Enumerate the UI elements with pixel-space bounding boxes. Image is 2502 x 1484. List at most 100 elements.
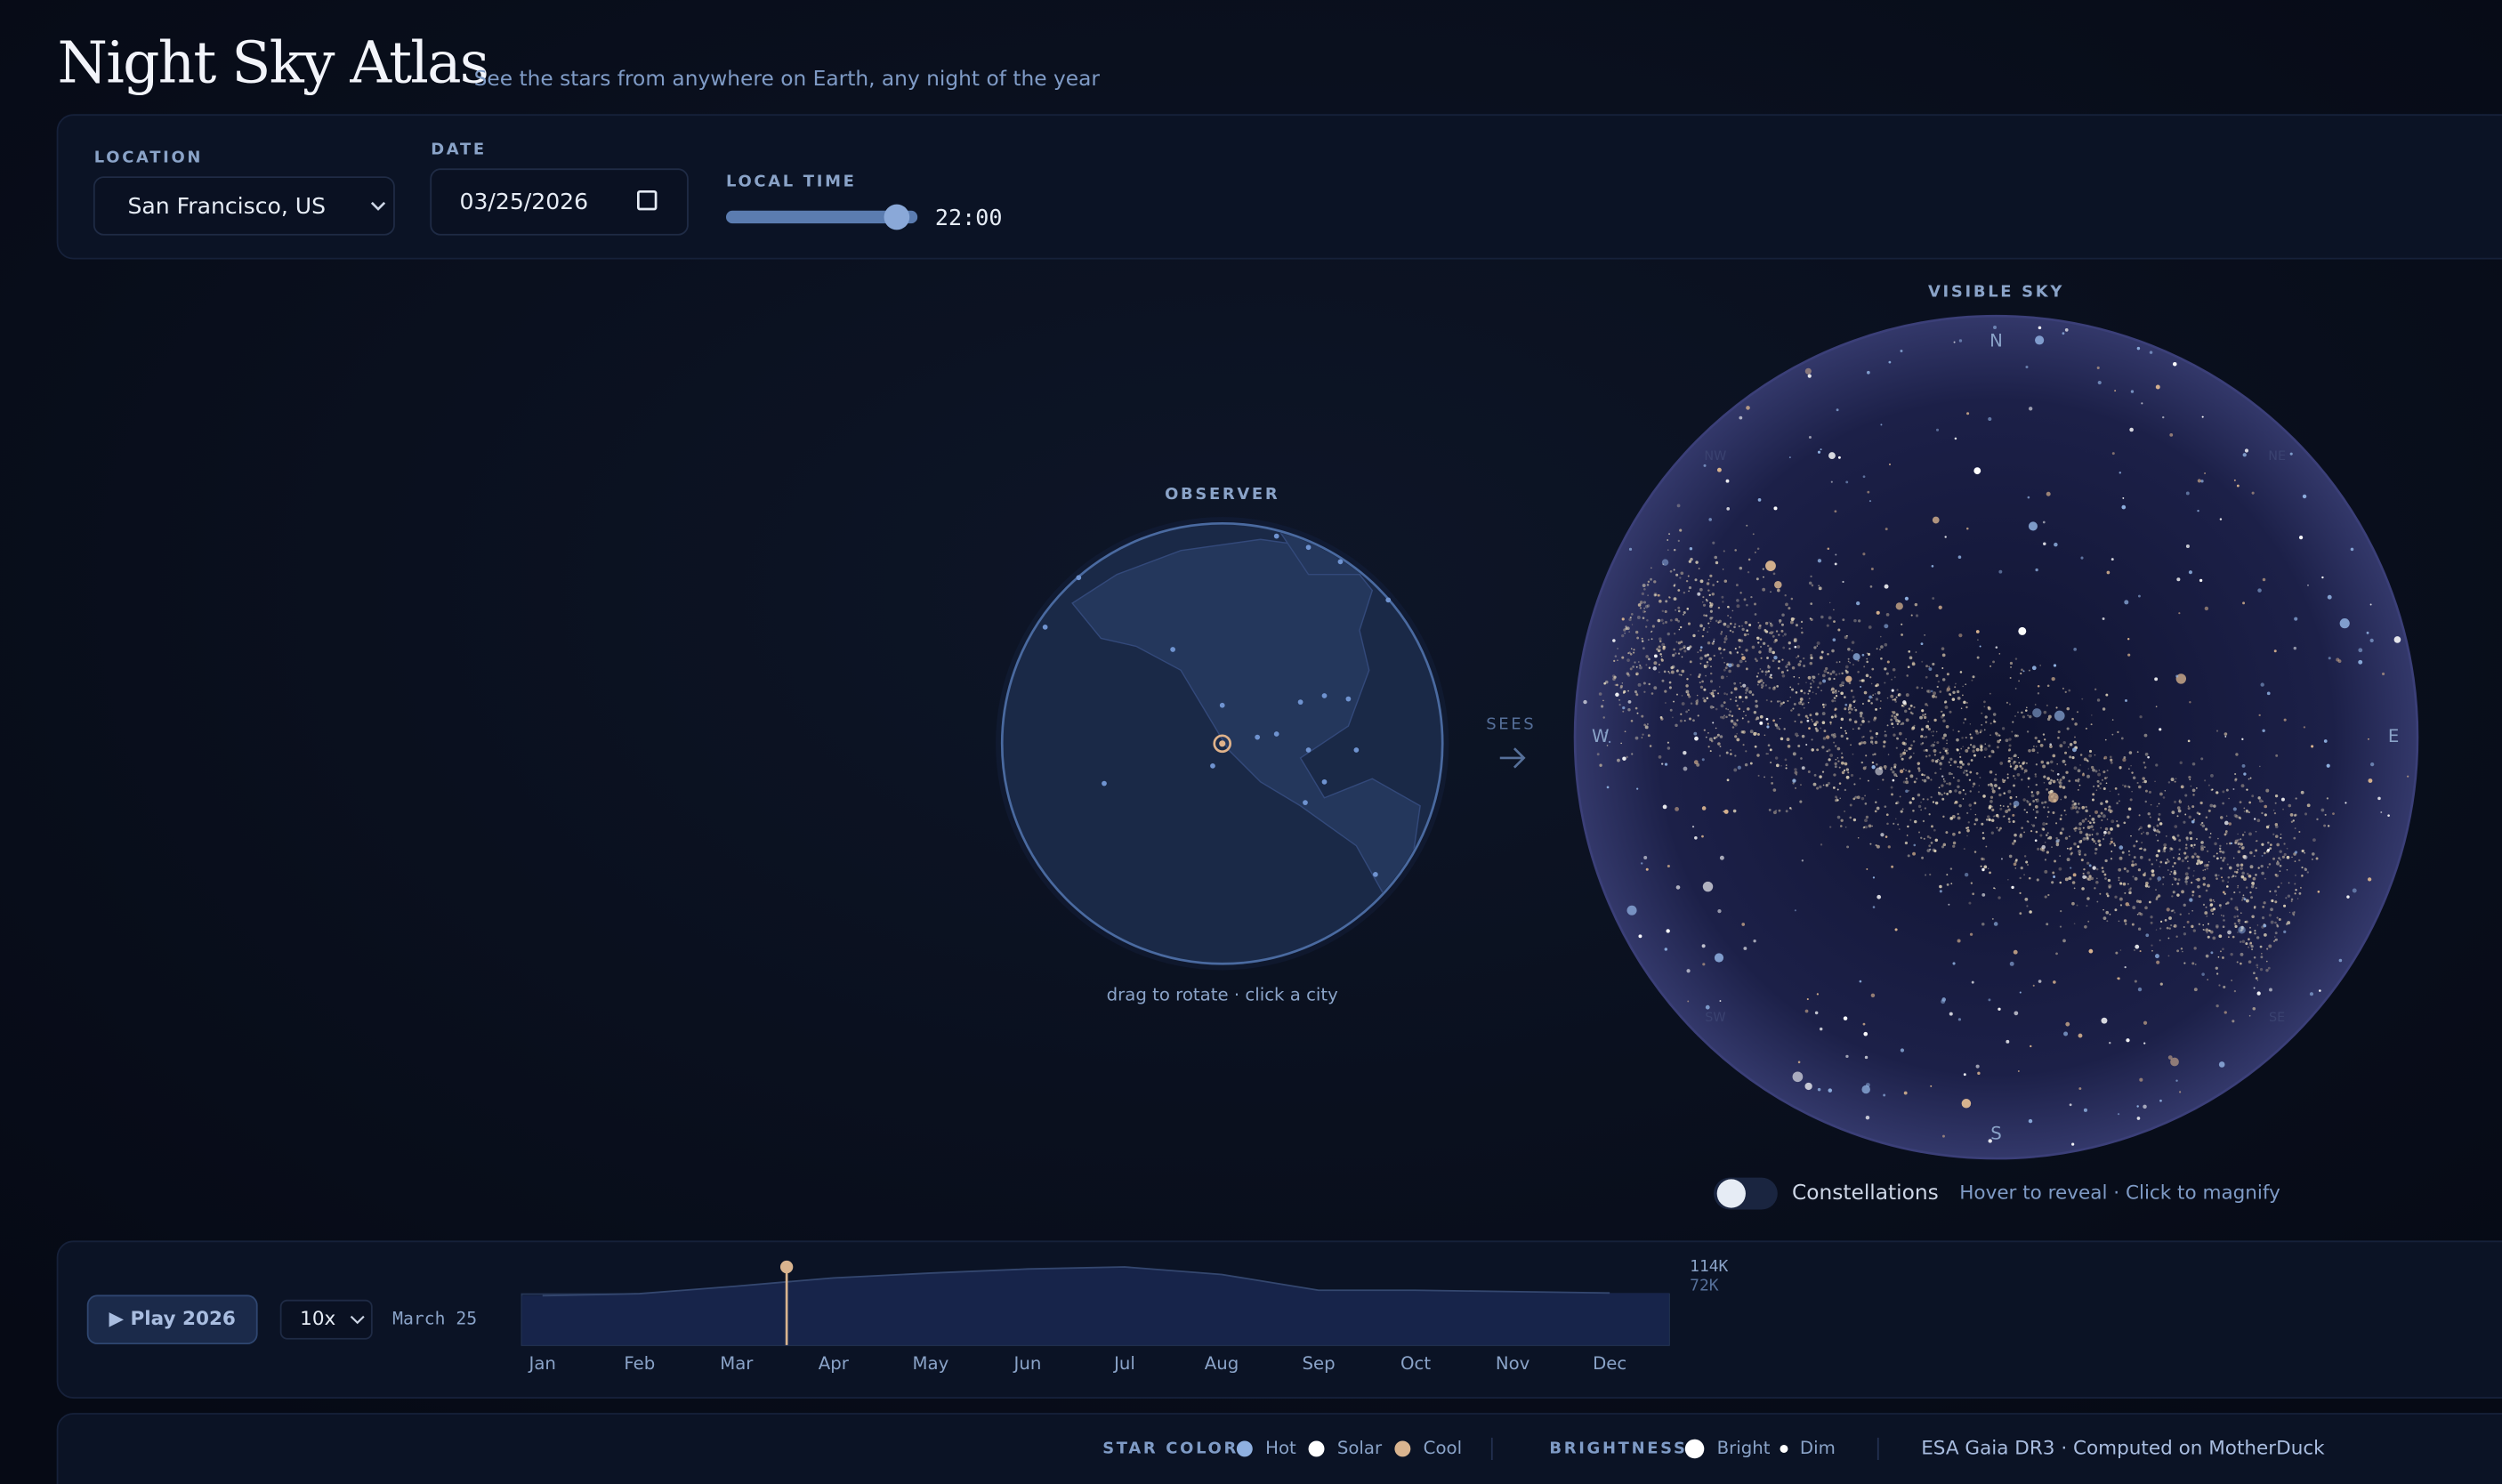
location-select[interactable] [93, 176, 395, 236]
star [2044, 895, 2047, 899]
star [1793, 639, 1797, 643]
star [1716, 580, 1719, 583]
star [2127, 653, 2131, 657]
time-slider[interactable] [725, 210, 918, 224]
star [1959, 760, 1963, 764]
star [2019, 891, 2022, 894]
star [1989, 770, 1993, 774]
star [2159, 792, 2163, 796]
star [2265, 825, 2270, 829]
star [2224, 1011, 2227, 1014]
star [1766, 722, 1770, 725]
star [1686, 678, 1689, 681]
city[interactable] [1042, 625, 1048, 630]
city[interactable] [1076, 575, 1082, 581]
star [2184, 794, 2188, 797]
city[interactable] [1345, 696, 1352, 702]
slider-knob[interactable] [884, 204, 910, 230]
city[interactable] [1273, 533, 1279, 539]
star [1833, 773, 1836, 777]
star [1808, 690, 1812, 692]
star [2029, 802, 2031, 805]
city[interactable] [1305, 544, 1312, 551]
star [2106, 570, 2111, 575]
star [1730, 719, 1734, 723]
star [2078, 830, 2083, 835]
star [1983, 747, 1988, 751]
city[interactable] [1210, 763, 1215, 769]
timeline-cursor-head[interactable] [779, 1260, 794, 1274]
star [2387, 814, 2390, 817]
city[interactable] [1273, 731, 1279, 737]
star [2097, 772, 2102, 777]
star [2014, 764, 2019, 769]
star [1956, 738, 1959, 742]
star [2096, 698, 2101, 702]
month-label: Aug [1205, 1353, 1239, 1374]
star [1789, 686, 1792, 689]
star [2111, 558, 2114, 561]
star [2199, 812, 2201, 815]
star [2028, 669, 2030, 672]
star [2280, 797, 2285, 802]
star [2215, 852, 2218, 855]
sky-dome[interactable] [1573, 314, 2419, 1160]
star [2147, 755, 2150, 759]
star [2131, 859, 2135, 863]
star [1834, 765, 1837, 769]
star [2006, 701, 2008, 704]
star [2186, 920, 2190, 923]
star [1885, 672, 1889, 675]
star [2085, 805, 2087, 809]
star [1941, 775, 1944, 778]
compass-label: W [1592, 726, 1610, 746]
star [1842, 618, 1845, 622]
city[interactable] [1305, 747, 1312, 753]
city[interactable] [1321, 778, 1328, 785]
toggle-knob[interactable] [1716, 1179, 1746, 1208]
star [1917, 804, 1922, 809]
star [1772, 650, 1775, 655]
city[interactable] [1303, 800, 1308, 806]
city[interactable] [1102, 780, 1107, 786]
star [1932, 516, 1940, 524]
city[interactable] [1385, 597, 1392, 603]
star [1757, 774, 1760, 777]
star [2021, 778, 2023, 781]
star [1749, 762, 1753, 765]
star [1988, 998, 1991, 1002]
star [1756, 636, 1760, 641]
play-button[interactable] [86, 1294, 258, 1344]
city[interactable] [1170, 647, 1175, 652]
star [2262, 800, 2264, 802]
star [1806, 719, 1810, 722]
star [1829, 826, 1832, 828]
star [2081, 773, 2086, 777]
star [2257, 588, 2262, 593]
star [1749, 730, 1754, 734]
star [1967, 821, 1970, 824]
city[interactable] [1373, 871, 1378, 877]
date-input[interactable] [430, 168, 689, 236]
city[interactable] [1219, 702, 1225, 708]
star [1779, 619, 1782, 623]
star [2143, 873, 2146, 877]
speed-select[interactable] [279, 1299, 373, 1340]
star [1972, 675, 1975, 679]
star [1866, 657, 1868, 660]
star [2077, 778, 2080, 781]
city[interactable] [1337, 559, 1344, 565]
calendar-icon[interactable] [637, 190, 658, 211]
city[interactable] [1255, 734, 1261, 740]
star [2243, 807, 2246, 810]
star [2274, 802, 2277, 804]
star [2166, 926, 2169, 930]
star [1995, 773, 1998, 776]
star [2240, 962, 2242, 965]
star [1715, 727, 1717, 730]
city[interactable] [1297, 699, 1303, 706]
city[interactable] [1321, 693, 1328, 698]
star [2276, 924, 2280, 928]
city[interactable] [1353, 747, 1360, 753]
star [2078, 806, 2081, 810]
